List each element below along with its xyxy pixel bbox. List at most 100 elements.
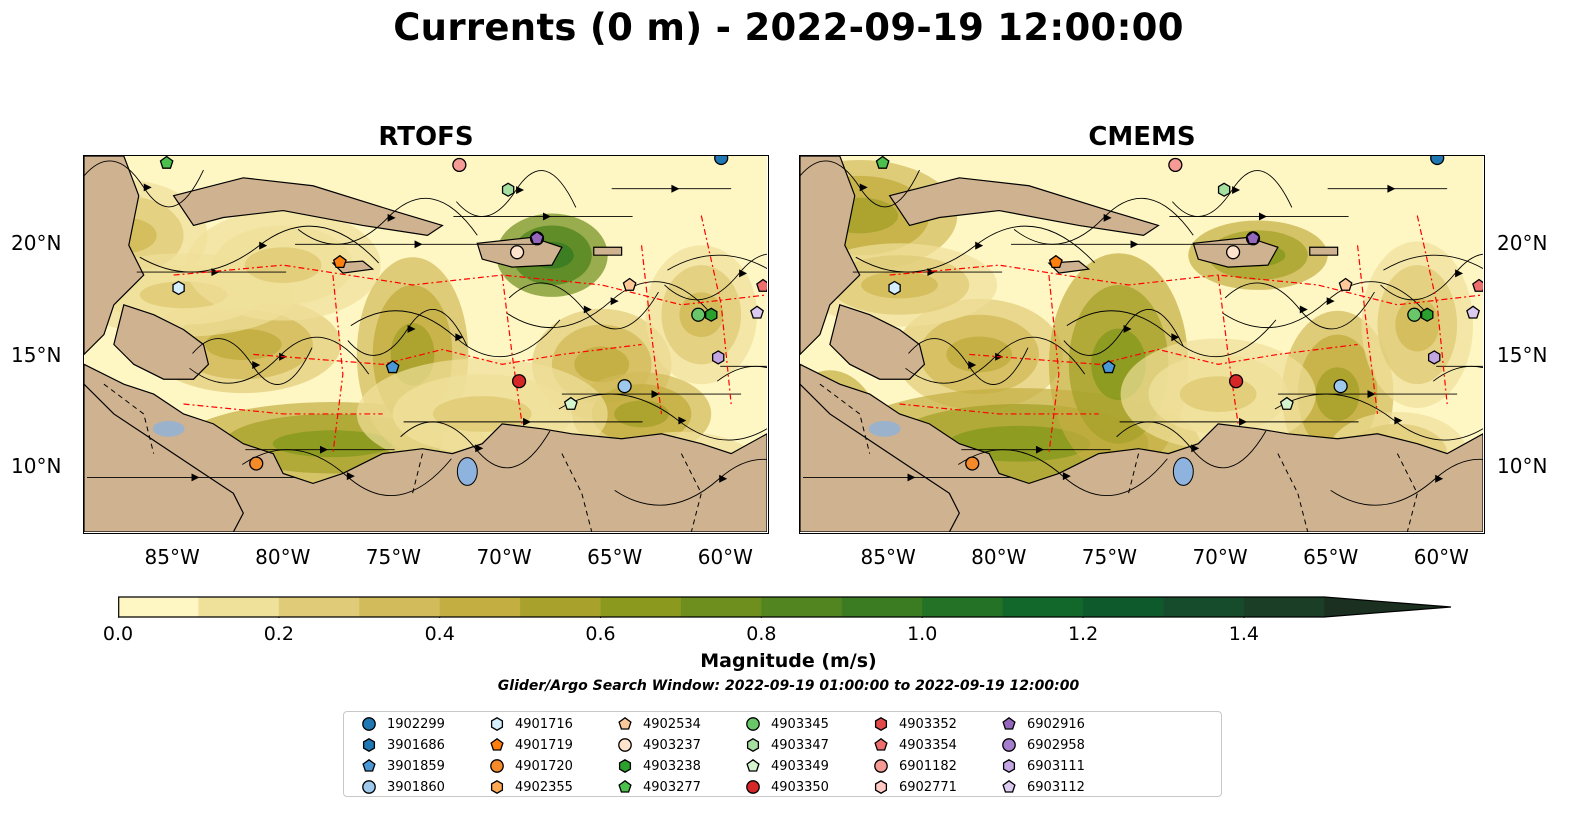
x-tick-label: 80°W [971, 545, 1027, 569]
legend-item: 4901716 [488, 714, 573, 734]
colorbar-tick-label: 0.8 [746, 623, 777, 645]
legend-label: 4903238 [643, 758, 701, 774]
legend-label: 4903345 [771, 716, 829, 732]
legend-label: 4903237 [643, 737, 701, 753]
float-marker-cmems-4903354 [1472, 278, 1483, 292]
legend-marker-shape [746, 780, 760, 794]
float-marker-cmems-4903349 [1279, 396, 1294, 410]
legend-marker-icon [490, 780, 504, 794]
x-tick-label: 60°W [1413, 545, 1469, 569]
legend-marker-icon [362, 780, 376, 794]
legend-item: 3901686 [360, 735, 445, 755]
legend-marker-icon [874, 737, 888, 751]
float-marker-cmems-1902299 [1430, 156, 1445, 166]
colorbar-segment [198, 597, 280, 617]
map-panel-cmems [799, 155, 1485, 534]
x-tick-label: 65°W [587, 545, 643, 569]
legend-marker-icon [618, 779, 632, 793]
legend-item: 3901860 [360, 777, 445, 797]
float-marker-cmems-6902916 [1246, 231, 1260, 245]
x-tick-label: 70°W [1192, 545, 1248, 569]
x-tick-label: 65°W [1303, 545, 1359, 569]
x-tick-label: 85°W [144, 545, 200, 569]
colorbar-segment [520, 597, 602, 617]
legend-marker-shape [362, 717, 376, 731]
legend-marker-icon [490, 759, 504, 773]
legend-label: 3901686 [387, 737, 445, 753]
legend-marker-icon [1002, 779, 1016, 793]
colorbar-segment [439, 597, 521, 617]
legend-item: 4901720 [488, 756, 573, 776]
legend-marker-shape [490, 737, 504, 751]
legend-marker-icon [874, 759, 888, 773]
legend-item: 4903350 [744, 777, 829, 797]
y-tick-label: 10°N [1497, 454, 1548, 479]
figure-title: Currents (0 m) - 2022-09-19 12:00:00 [393, 6, 1184, 49]
float-marker-cmems-4903347 [1217, 182, 1231, 197]
colorbar-tick-label: 0.2 [263, 623, 294, 645]
legend-label: 6903111 [1027, 758, 1085, 774]
colorbar-tick-label: 1.0 [907, 623, 938, 645]
legend-marker-shape [362, 758, 376, 772]
float-marker-cmems-4903237 [1225, 245, 1241, 260]
legend-item: 3901859 [360, 756, 445, 776]
legend-marker-icon [1002, 716, 1016, 730]
legend-marker-icon [618, 716, 632, 730]
legend-marker-shape [746, 717, 760, 731]
legend-item: 4903349 [744, 756, 829, 776]
legend-item: 4903354 [872, 735, 957, 755]
float-marker-rtofs-6902916 [530, 231, 544, 245]
legend-label: 4903277 [643, 779, 701, 795]
panel-title-rtofs: RTOFS [378, 122, 474, 152]
legend-label: 4903354 [899, 737, 957, 753]
legend-marker-shape [874, 717, 888, 731]
legend-marker-shape [1002, 738, 1016, 752]
float-marker-cmems-4903238 [1421, 307, 1434, 322]
legend-marker-icon [746, 758, 760, 772]
legend-marker-shape [1002, 759, 1016, 773]
colorbar [118, 596, 1452, 618]
legend-item: 6903112 [1000, 777, 1085, 797]
legend-marker-shape [746, 738, 760, 752]
legend-marker-icon [1002, 738, 1016, 752]
legend-label: 6902916 [1027, 716, 1085, 732]
float-marker-rtofs-3901859 [385, 360, 400, 374]
legend-marker-icon [490, 717, 504, 731]
legend-marker-shape [490, 780, 504, 794]
legend-marker-icon [362, 717, 376, 731]
legend-item: 4901719 [488, 735, 573, 755]
float-marker-cmems-4903350 [1228, 374, 1244, 389]
legend-marker-shape [490, 717, 504, 731]
colorbar-extend-triangle [1324, 597, 1451, 617]
colorbar-segment [359, 597, 441, 617]
legend-item: 6901182 [872, 756, 957, 776]
float-marker-rtofs-6901182 [452, 157, 467, 173]
legend-marker-shape [1002, 779, 1016, 793]
legend-item: 4903237 [616, 735, 701, 755]
colorbar-segment [761, 597, 843, 617]
y-tick-label: 20°N [1497, 231, 1548, 256]
search-window-text: Glider/Argo Search Window: 2022-09-19 01… [497, 678, 1080, 694]
x-tick-label: 60°W [697, 545, 753, 569]
legend-label: 3901859 [387, 758, 445, 774]
legend-marker-icon [746, 738, 760, 752]
float-marker-rtofs-4903350 [511, 374, 527, 389]
legend-marker-shape [490, 759, 504, 773]
legend-label: 4901720 [515, 758, 573, 774]
colorbar-tick-label: 0.6 [585, 623, 616, 645]
colorbar-segment [841, 597, 923, 617]
panel-title-cmems: CMEMS [1088, 122, 1196, 152]
legend-marker-icon [874, 717, 888, 731]
float-marker-cmems-3901859 [1101, 360, 1116, 374]
legend-item: 4903347 [744, 735, 829, 755]
float-marker-rtofs-4903237 [509, 245, 525, 260]
legend-label: 4903347 [771, 737, 829, 753]
colorbar-segment [278, 597, 360, 617]
colorbar-segment [1243, 597, 1325, 617]
legend-marker-shape [874, 780, 888, 794]
colorbar-segment [1002, 597, 1084, 617]
legend-marker-icon [618, 738, 632, 752]
float-marker-rtofs-4903277 [159, 156, 174, 169]
colorbar-segment [600, 597, 682, 617]
legend-marker-icon [362, 758, 376, 772]
